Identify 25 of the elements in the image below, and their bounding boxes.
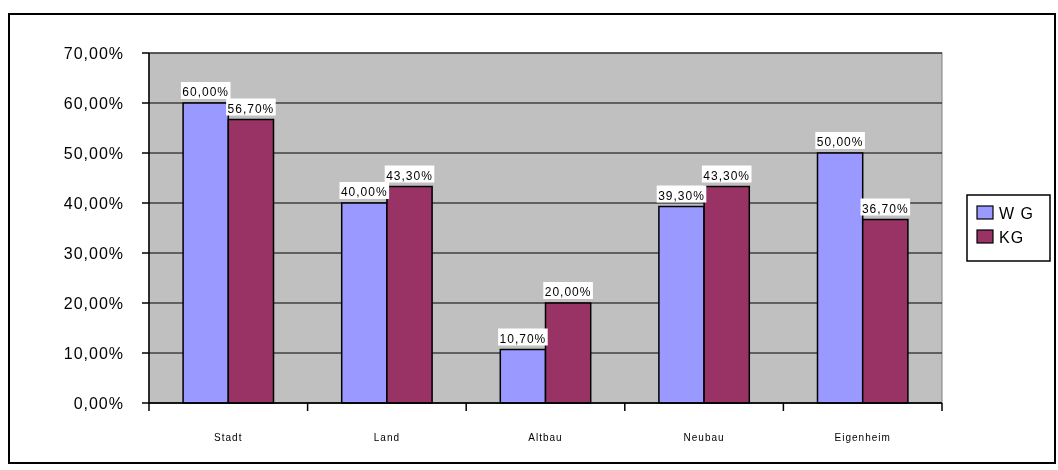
- data-label: 36,70%: [861, 201, 909, 216]
- y-tick-label: 40,00%: [63, 194, 124, 212]
- data-label: 43,30%: [386, 168, 433, 183]
- legend-label: W G: [999, 204, 1034, 222]
- data-label: 43,30%: [703, 168, 751, 183]
- data-label: 40,00%: [340, 185, 388, 199]
- y-tick-label: 70,00%: [63, 44, 124, 62]
- data-label: 60,00%: [182, 85, 230, 99]
- y-tick-label: 30,00%: [63, 244, 124, 262]
- data-label: 56,70%: [227, 101, 275, 116]
- x-tick-label: Neubau: [683, 432, 725, 443]
- x-tick-label: Eigenheim: [834, 432, 891, 443]
- data-label: 39,30%: [658, 188, 705, 203]
- x-tick-label: Land: [373, 432, 401, 443]
- legend-label: KG: [999, 228, 1025, 246]
- y-tick-label: 50,00%: [63, 144, 124, 162]
- x-tick-label: Altbau: [528, 432, 563, 443]
- y-tick-label: 20,00%: [63, 294, 124, 312]
- y-tick-label: 10,00%: [63, 344, 124, 362]
- data-label: 20,00%: [544, 285, 592, 299]
- data-label: 50,00%: [816, 135, 864, 149]
- y-tick-label: 0,00%: [73, 394, 124, 412]
- x-tick-label: Stadt: [214, 432, 243, 443]
- y-tick-label: 60,00%: [63, 94, 124, 112]
- data-label: 10,70%: [499, 331, 547, 346]
